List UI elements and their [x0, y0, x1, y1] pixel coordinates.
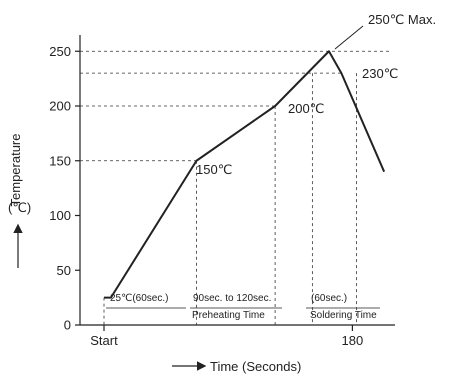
y-tick-label: 250	[49, 44, 71, 59]
y-tick-label: 150	[49, 153, 71, 168]
peak-annotation: 250℃ Max.	[368, 12, 436, 27]
preheat-span-label: 90sec. to 120sec.	[193, 293, 271, 304]
temperature-profile-line	[104, 50, 386, 299]
label-230c: 230℃	[362, 66, 398, 81]
label-150c: 150℃	[196, 162, 232, 177]
x-axis-label: Time (Seconds)	[210, 359, 301, 374]
label-200c: 200℃	[288, 101, 324, 116]
solder-span-label: (60sec.)	[311, 293, 347, 304]
start-temp-label: 25℃(60sec.)	[110, 293, 168, 304]
y-axis-label: Temperature	[8, 134, 23, 207]
y-tick-label: 0	[64, 318, 71, 333]
y-tick-label: 50	[57, 263, 71, 278]
y-tick-label: 200	[49, 99, 71, 114]
peak-leader-line	[334, 25, 364, 50]
y-axis-unit: (℃)	[8, 200, 31, 215]
solder-time-label: Soldering Time	[310, 310, 377, 321]
guide-lines	[80, 50, 390, 329]
y-ticks: 0 50 100 150 200 250	[49, 44, 80, 333]
x-ticks: Start 180	[90, 325, 363, 348]
x-tick-label: 180	[342, 333, 364, 348]
x-tick-label: Start	[90, 333, 118, 348]
y-tick-label: 100	[49, 208, 71, 223]
preheat-time-label: Preheating Time	[192, 310, 265, 321]
